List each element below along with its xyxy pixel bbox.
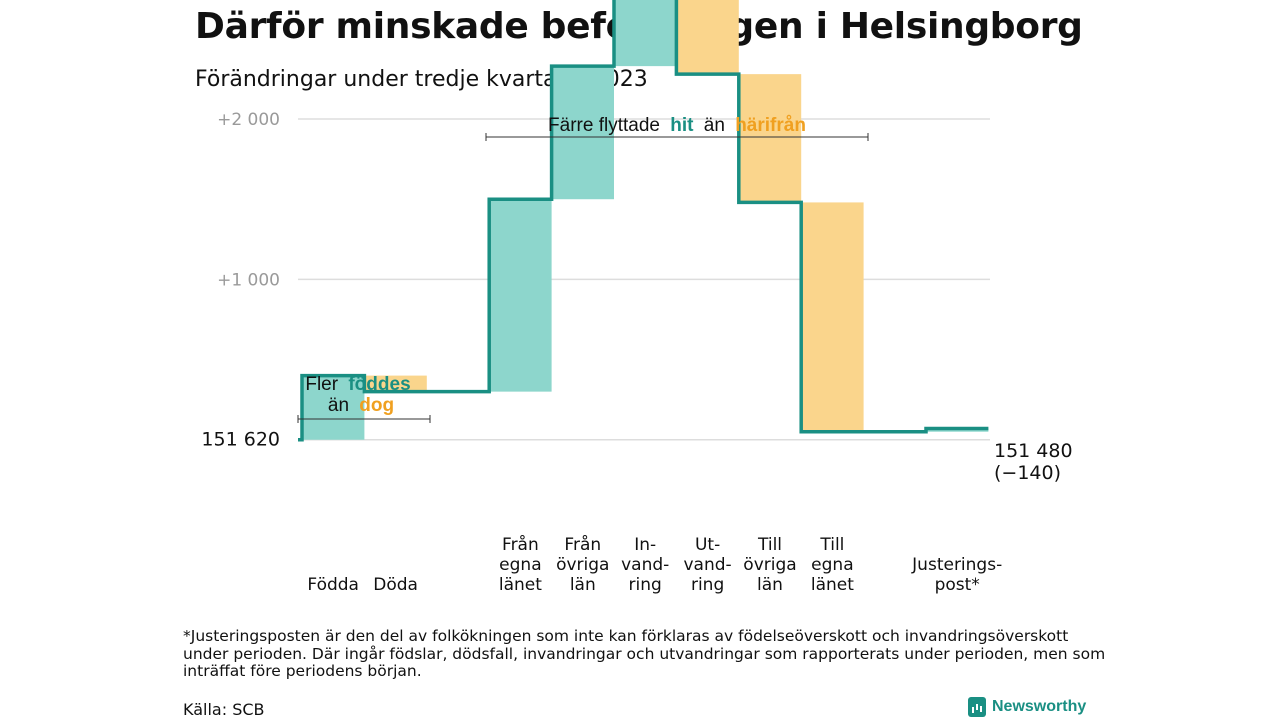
bar-invandring	[614, 0, 677, 67]
x-tick-label: Justerings-	[911, 555, 1002, 575]
y-tick-label: +2 000	[217, 110, 280, 130]
bar-döda	[364, 375, 427, 392]
x-tick-label: länet	[499, 575, 542, 595]
running-total-line	[298, 0, 989, 442]
death-annotation-pre: än	[328, 395, 349, 416]
migration-annotation-pre: Färre flyttade	[548, 115, 660, 136]
x-tick-label: vand-	[684, 555, 732, 575]
bar-födda	[302, 375, 365, 440]
x-tick-label: post*	[935, 575, 980, 595]
birth-annotation-line2: än dog	[328, 395, 394, 416]
brand-logo: Newsworthy	[968, 697, 1086, 717]
x-tick-label: län	[570, 575, 596, 595]
migration-annotation-hit: hit	[670, 115, 694, 136]
end-change-label: (−140)	[994, 462, 1061, 484]
x-tick-label: Ut-	[695, 535, 720, 555]
birth-annotation-line1: Fler föddes	[305, 374, 410, 395]
footnote: *Justeringsposten är den del av folkökni…	[183, 627, 1106, 680]
x-tick-label: egna	[811, 555, 853, 575]
y-tick-label: +1 000	[217, 270, 280, 290]
x-tick-label: övriga	[556, 555, 609, 575]
x-tick-label: Födda	[307, 575, 359, 595]
x-tick-label: In-	[634, 535, 656, 555]
bar-frånövrigalän	[551, 66, 614, 200]
brand-name: Newsworthy	[992, 698, 1087, 715]
x-tick-label: egna	[499, 555, 541, 575]
x-tick-label: ring	[691, 575, 724, 595]
end-value-label: 151 480	[994, 440, 1073, 462]
source-label: Källa: SCB	[183, 700, 265, 719]
x-tick-label: Till	[757, 535, 782, 555]
x-tick-label: vand-	[621, 555, 669, 575]
migration-annotation-mid: än	[704, 115, 725, 136]
x-tick-label: län	[757, 575, 783, 595]
bar-tillövrigalän	[738, 74, 802, 203]
bar-frånegnalänet	[489, 199, 552, 392]
x-tick-label: ring	[629, 575, 662, 595]
migration-annotation: Färre flyttade hit än härifrån	[548, 115, 806, 136]
x-tick-label: Från	[564, 534, 601, 555]
bar-tillegnalänet	[801, 202, 864, 432]
x-tick-label: Döda	[373, 575, 418, 595]
bar-utvandring	[676, 0, 739, 75]
y-start-label: 151 620	[201, 429, 280, 451]
birth-annotation-strong: föddes	[348, 374, 410, 395]
migration-annotation-harifran: härifrån	[735, 115, 806, 136]
chart-icon	[968, 697, 986, 717]
x-tick-label: övriga	[743, 555, 796, 575]
x-tick-label: Till	[819, 535, 844, 555]
x-tick-label: länet	[811, 575, 854, 595]
birth-annotation-pre: Fler	[305, 374, 338, 395]
x-tick-label: Från	[502, 534, 539, 555]
death-annotation-strong: dog	[359, 395, 394, 416]
